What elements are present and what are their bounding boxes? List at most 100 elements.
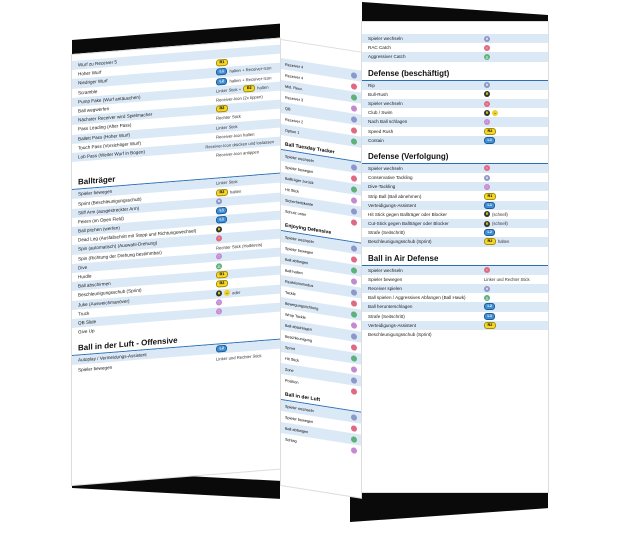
control-row: Strafe (Seitschritt) L1	[362, 312, 548, 321]
mid-label: Zone	[285, 367, 294, 373]
control-label: Spieler wechseln	[368, 36, 403, 42]
mid-label: Position	[285, 378, 299, 385]
face-button-icon: R	[216, 290, 222, 297]
control-label: Aggressiver Catch	[368, 54, 406, 60]
control-input: R	[484, 91, 542, 98]
control-label: Hit Stick gegen Ballträger oder Blocker	[368, 211, 447, 217]
right-panel: Spieler wechseln ✕ RAC Catch ○ Aggressiver C…	[362, 22, 548, 492]
control-note: (schnell)	[492, 211, 508, 217]
section-defense-engaged-title: Defense (beschäftigt)	[362, 66, 548, 81]
mid-list-a: Receiver 4 Receiver 4 Mid. Recv. Receiver 3…	[281, 58, 361, 148]
right-pursuit-list: Spieler wechseln ○ Conservative Tackling ✕ D…	[362, 163, 548, 247]
face-button-icon: ↔	[224, 289, 230, 297]
control-row: Verteidigungs-Assistent L1	[362, 200, 548, 210]
face-button-icon	[351, 255, 357, 263]
shoulder-button-icon: R2	[484, 238, 496, 246]
face-button-icon	[351, 126, 357, 134]
control-row: Spieler bewegen Linker und Rechter Stick	[362, 275, 548, 284]
face-button-icon	[351, 277, 357, 285]
face-button-icon	[351, 299, 357, 307]
face-button-icon	[351, 137, 357, 145]
control-row: Beschleunigungsschub (Sprint)	[362, 330, 548, 339]
control-label: Cut-Stick gegen Ballträger oder Blocker	[368, 221, 449, 227]
control-row: Nach Ball schlagen □	[362, 117, 548, 127]
face-button-icon: R	[216, 225, 222, 233]
section-defense-pursuit-title: Defense (Verfolgung)	[362, 149, 548, 164]
control-text: Rechter Stick	[216, 114, 241, 122]
face-button-icon	[351, 104, 357, 112]
control-note: halten	[497, 239, 510, 245]
control-label: Strip Ball (Ball abnehmen)	[368, 193, 422, 199]
control-input	[216, 50, 274, 55]
shoulder-button-icon: R2	[216, 188, 228, 197]
face-button-icon	[351, 196, 357, 204]
control-label: Ball spielen / Aggressives Abfangen (Bal…	[368, 295, 466, 301]
shoulder-button-icon: L2	[484, 303, 496, 311]
control-row: RAC Catch ○	[362, 43, 548, 52]
shoulder-button-icon: L1	[484, 201, 496, 209]
control-label: Spieler bewegen	[368, 276, 403, 282]
face-button-icon	[351, 310, 357, 318]
face-button-icon: ○	[484, 165, 490, 172]
control-label: RAC Catch	[368, 45, 391, 51]
control-input: L1	[484, 201, 542, 209]
mid-label: Receiver 3	[285, 95, 304, 103]
shoulder-button-icon: R2	[216, 280, 228, 289]
mid-label: Hit Stick	[285, 187, 299, 194]
control-input: △	[484, 53, 542, 60]
mid-label: Mid. Recv.	[285, 84, 303, 91]
control-label: Speed Rush	[368, 128, 394, 134]
control-input: L1	[484, 136, 542, 144]
face-button-icon	[351, 163, 357, 171]
shoulder-button-icon: R2	[243, 84, 256, 93]
control-row: Verteidigungs-Assistent R2	[362, 320, 548, 330]
control-input	[216, 317, 274, 322]
face-button-icon: □	[216, 308, 222, 316]
mid-list-c: Spieler wechseln Spieler bewegen Ball abfa…	[281, 231, 361, 398]
control-row: Speed Rush R2	[362, 127, 548, 136]
control-label: Spieler wechseln	[368, 101, 403, 107]
face-button-icon	[351, 93, 357, 101]
face-button-icon	[351, 435, 357, 443]
face-button-icon: R	[484, 211, 490, 218]
control-input: ○	[484, 267, 542, 274]
mid-label: Receiver 4	[285, 73, 304, 81]
control-label: Dive-Tackling	[368, 184, 396, 190]
face-button-icon: □	[216, 253, 222, 261]
face-button-icon: ✕	[484, 285, 490, 292]
control-input: □	[484, 183, 542, 190]
control-input: L2	[484, 303, 542, 311]
control-row: Aggressiver Catch △	[362, 52, 548, 62]
control-row: Ball spielen / Aggressives Abfangen (Bal…	[362, 293, 548, 302]
face-button-icon: △	[216, 262, 222, 270]
control-row: Beschleunigungsschub (Sprint) R2 halten	[362, 237, 548, 247]
face-button-icon	[351, 185, 357, 193]
middle-panel: Receiver 4 Receiver 4 Mid. Recv. Receiver 3…	[281, 40, 361, 498]
control-label: Beschleunigungsschub (Sprint)	[368, 331, 432, 337]
left-ballcarrier-list: Spieler bewegen Linker Stick Sprint (Besch…	[72, 173, 280, 337]
control-row: Cut-Stick gegen Ballträger oder Blocker R…	[362, 219, 548, 229]
face-button-icon	[351, 332, 357, 340]
face-button-icon	[351, 115, 357, 123]
control-label: Spieler wechseln	[368, 165, 403, 171]
control-label: Rip	[368, 82, 375, 88]
shoulder-button-icon: L1	[216, 206, 228, 215]
face-button-icon: ○	[484, 267, 490, 274]
control-label: Ball herunterschlagen	[368, 304, 413, 310]
face-button-icon: ✕	[484, 82, 490, 89]
face-button-icon: ○	[484, 100, 490, 107]
control-input: R ↔	[484, 109, 542, 116]
right-air-defense-list: Spieler wechseln ○ Spieler bewegen Linker u…	[362, 265, 548, 340]
control-input: R (schnell)	[484, 211, 542, 218]
shoulder-button-icon: L2	[484, 229, 496, 237]
control-input: L1	[484, 312, 542, 320]
section-ball-in-air-defense-title: Ball in Air Defense	[362, 251, 548, 266]
control-text: Linker und Rechter Stick	[216, 352, 262, 362]
face-button-icon	[351, 424, 357, 432]
control-label: Spieler wechseln	[368, 267, 403, 273]
control-input: ✕	[484, 174, 542, 181]
control-note: oder	[232, 289, 241, 296]
control-row: Dive-Tackling □	[362, 182, 548, 192]
control-input: ○	[484, 100, 542, 107]
mid-label: Receiver 4	[285, 62, 304, 70]
